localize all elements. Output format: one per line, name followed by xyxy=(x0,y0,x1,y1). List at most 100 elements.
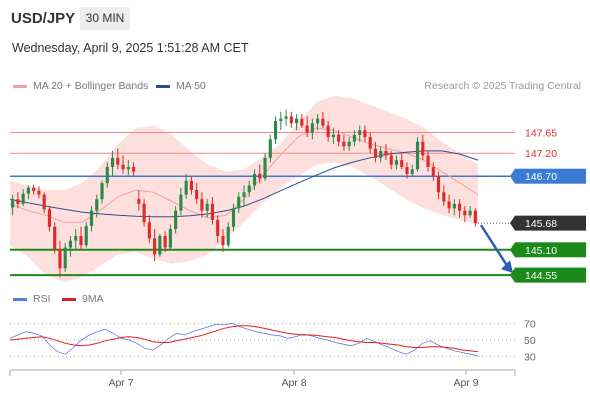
candle-body xyxy=(289,116,293,124)
candle-body xyxy=(284,116,288,119)
candle-body xyxy=(268,139,272,158)
candle-body xyxy=(110,157,115,167)
candle-body xyxy=(137,199,141,204)
ma20-swatch xyxy=(13,84,27,88)
timeframe-button[interactable]: 30 MIN xyxy=(80,7,130,30)
candle-body xyxy=(32,187,36,191)
rsi-swatch xyxy=(13,297,27,301)
candle-body xyxy=(426,155,430,167)
level-tag-144.55 xyxy=(515,267,586,283)
ma50-label: MA 50 xyxy=(176,80,206,92)
candle-body xyxy=(42,194,46,210)
candle-body xyxy=(368,137,372,149)
candle-body xyxy=(400,160,404,167)
candle-body xyxy=(337,134,341,142)
candle-body xyxy=(210,203,215,220)
candle-body xyxy=(247,185,251,193)
candle-body xyxy=(310,123,314,133)
rsi-level-label-30: 30 xyxy=(524,352,536,364)
candle-body xyxy=(363,130,367,138)
candle-body xyxy=(379,150,383,158)
candle-body xyxy=(410,169,414,174)
level-label-147.65: 147.65 xyxy=(525,128,557,140)
candle-body xyxy=(21,193,25,204)
candle-body xyxy=(189,180,193,190)
candle-body xyxy=(458,203,462,211)
legend-rsi: RSI xyxy=(13,293,51,305)
candle-body xyxy=(373,148,378,158)
candle-body xyxy=(331,134,335,138)
candle-body xyxy=(431,167,435,177)
candle-body xyxy=(442,192,446,202)
candle-body xyxy=(405,167,409,174)
level-tag-145.10 xyxy=(515,242,586,258)
candle-body xyxy=(58,248,62,269)
candle-body xyxy=(258,173,262,179)
ma20-label: MA 20 + Bollinger Bands xyxy=(33,80,149,92)
ma50-swatch xyxy=(156,84,170,88)
candle-body xyxy=(436,176,441,193)
candle-body xyxy=(116,157,120,165)
level-label-146.70: 146.70 xyxy=(525,171,557,183)
legend-9ma: 9MA xyxy=(62,293,104,305)
candle-body xyxy=(316,118,320,124)
top-bar: USD/JPY 30 MIN xyxy=(0,0,590,36)
candle-body xyxy=(153,238,157,255)
candle-body xyxy=(74,236,78,241)
timestamp: Wednesday, April 9, 2025 1:51:28 AM CET xyxy=(12,41,249,55)
level-label-145.10: 145.10 xyxy=(525,245,557,257)
candle-body xyxy=(163,236,167,248)
rsi-9ma-line xyxy=(9,325,479,353)
candle-body xyxy=(53,226,57,249)
candle-body xyxy=(126,167,130,170)
candle-body xyxy=(463,210,467,216)
candle-body xyxy=(200,199,204,211)
rsi-line xyxy=(9,322,479,357)
candle-body xyxy=(384,150,388,156)
candle-body xyxy=(263,157,267,179)
rsi-label: RSI xyxy=(33,293,51,305)
candle-body xyxy=(226,226,230,246)
candle-body xyxy=(452,203,456,209)
level-tag-pointer xyxy=(510,168,515,184)
candle-body xyxy=(89,210,94,226)
candle-body xyxy=(11,199,15,208)
level-tag-pointer xyxy=(510,242,515,258)
candle-body xyxy=(473,210,477,224)
candle-body xyxy=(326,125,330,138)
legend-ma50: MA 50 xyxy=(156,80,206,92)
time-tick-label: Apr 8 xyxy=(281,377,306,389)
candle-body xyxy=(26,187,30,194)
forecast-arrow-line xyxy=(479,224,510,268)
candle-body xyxy=(242,192,246,197)
candle-body xyxy=(168,229,172,248)
candle-body xyxy=(68,240,73,248)
level-label-147.20: 147.20 xyxy=(525,148,557,160)
candle-body xyxy=(389,155,393,165)
candle-body xyxy=(47,209,52,227)
candle-body xyxy=(415,141,420,170)
symbol-label: USD/JPY xyxy=(11,10,76,27)
candle-body xyxy=(84,225,88,246)
candle-body xyxy=(147,222,151,239)
level-label-145.68: 145.68 xyxy=(525,218,557,230)
candle-body xyxy=(352,134,357,142)
candle-body xyxy=(216,219,220,236)
candle-body xyxy=(300,118,304,126)
candle-body xyxy=(121,164,125,170)
candle-body xyxy=(37,190,41,195)
candle-body xyxy=(305,125,309,133)
candle-body xyxy=(205,203,209,211)
candle-body xyxy=(179,194,183,211)
candle-body xyxy=(321,118,325,126)
candle-body xyxy=(468,210,472,216)
candle-body xyxy=(105,167,109,184)
forecast-arrow-head xyxy=(501,260,513,274)
candle-body xyxy=(358,130,362,135)
candle-body xyxy=(63,247,67,269)
candle-body xyxy=(394,160,399,165)
candle-body xyxy=(447,201,451,209)
time-tick-label: Apr 7 xyxy=(108,377,133,389)
level-tag-pointer xyxy=(510,267,515,283)
